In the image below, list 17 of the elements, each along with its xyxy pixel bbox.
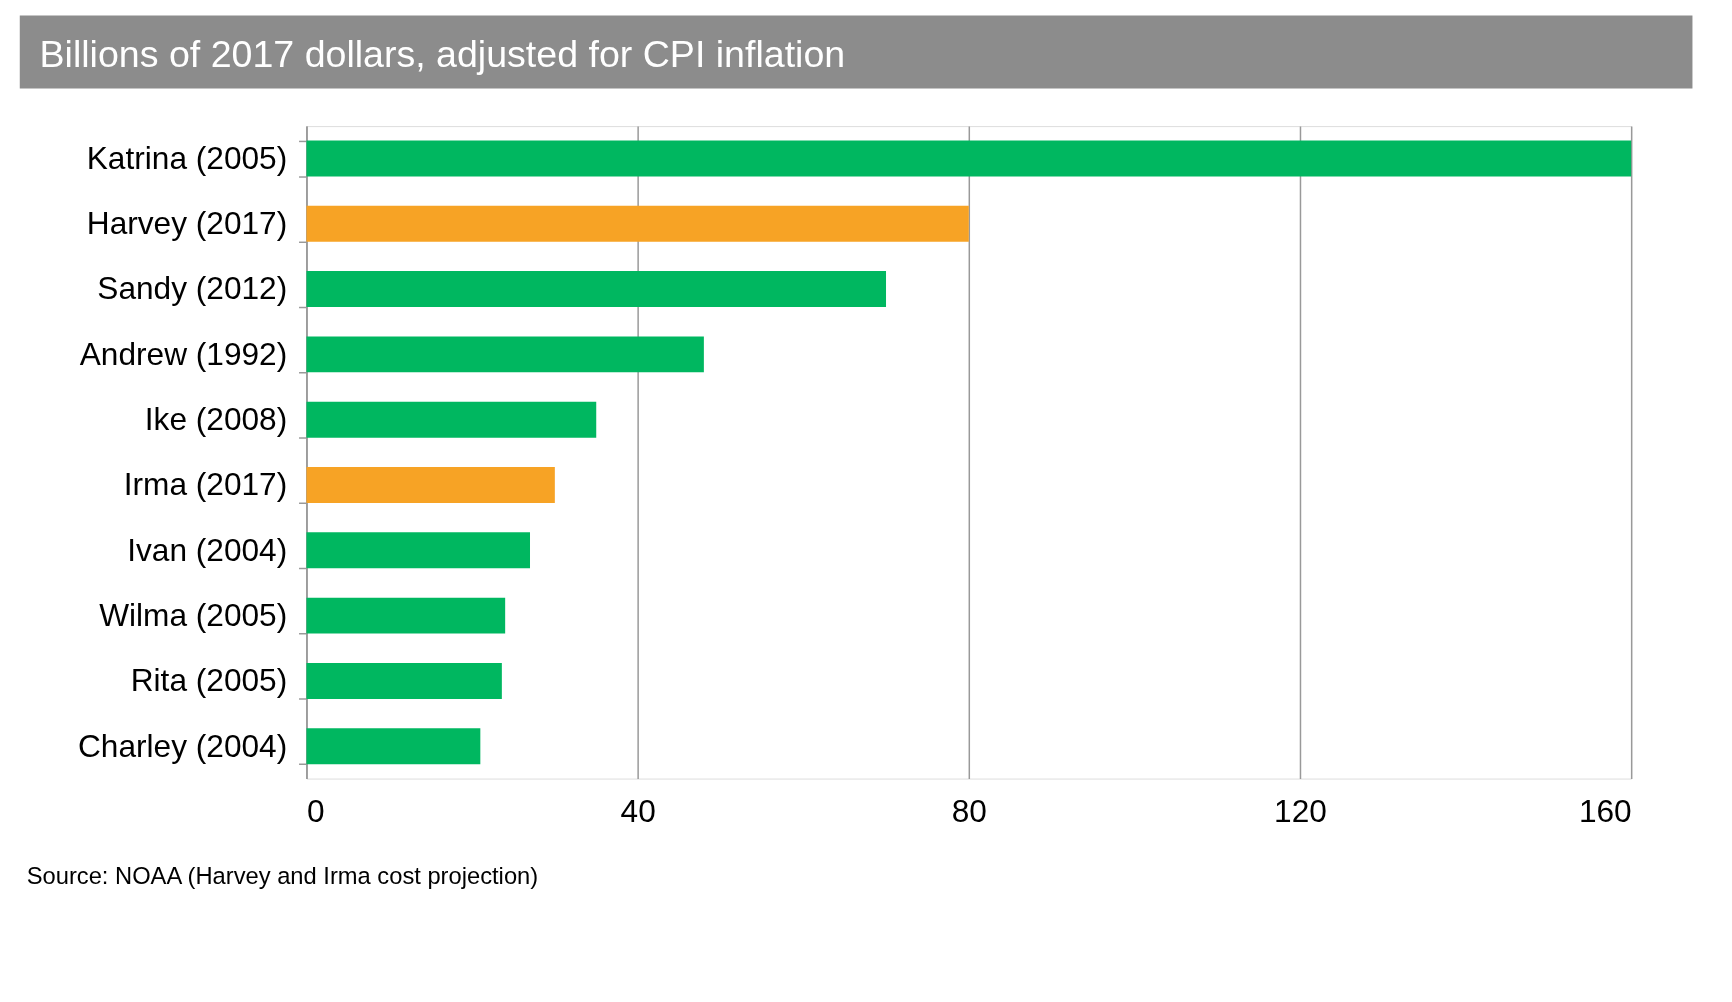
y-tick-label: Ivan (2004) (127, 531, 288, 568)
y-tick-label: Irma (2017) (123, 466, 288, 503)
y-tick-label: Wilma (2005) (99, 597, 288, 633)
x-tick-label: 0 (306, 792, 325, 829)
y-tick-label: Andrew (1992) (79, 335, 288, 372)
chart-title: Billions of 2017 dollars, adjusted for CPI inflation (39, 32, 846, 75)
y-tick-label: Katrina (2005) (86, 139, 288, 176)
x-tick-label: 80 (951, 792, 987, 829)
y-tick-label: Sandy (2012) (97, 270, 288, 307)
y-tick-label: Ike (2008) (144, 401, 288, 438)
y-tick-label: Charley (2004) (78, 727, 288, 764)
y-tick-label: Harvey (2017) (86, 205, 288, 242)
source-note: Source: NOAA (Harvey and Irma cost projection) (26, 863, 539, 890)
x-tick-label: 40 (620, 792, 656, 829)
x-tick-label: 160 (1578, 792, 1632, 829)
x-tick-label: 120 (1274, 792, 1327, 829)
y-tick-label: Rita (2005) (130, 662, 288, 699)
